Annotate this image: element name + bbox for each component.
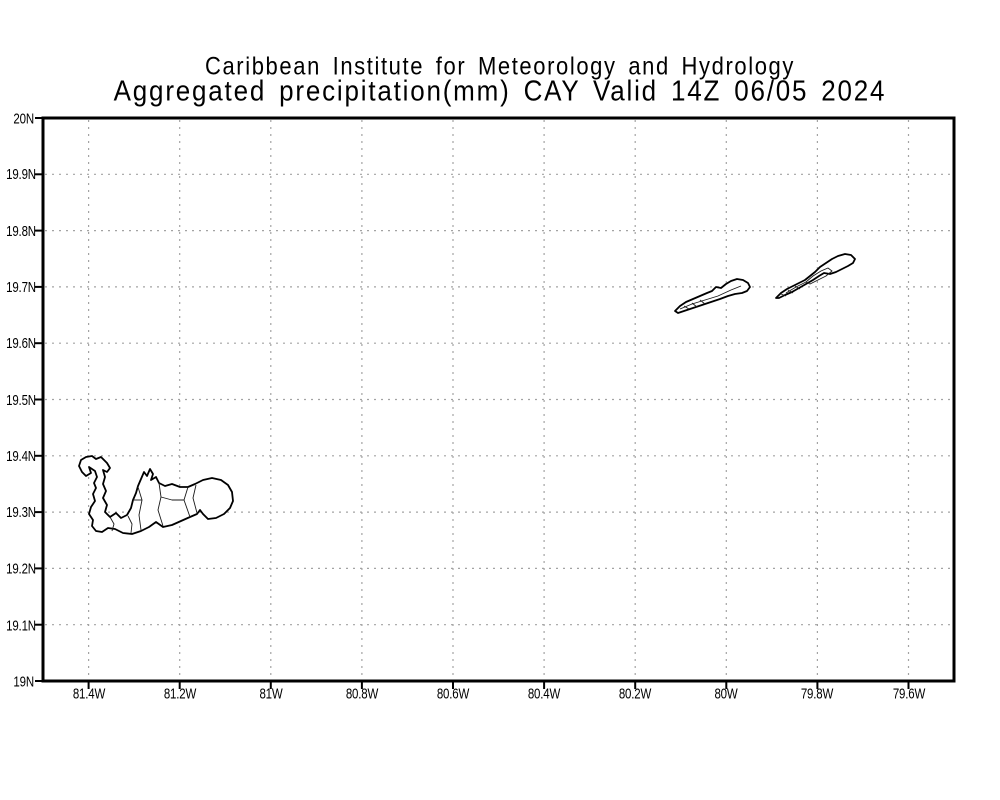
- page-subtitle: Aggregated precipitation(mm) CAY Valid 1…: [113, 74, 887, 107]
- y-tick-label: 19.4N: [6, 447, 36, 465]
- x-tick-label: 81W: [259, 684, 283, 702]
- y-tick-label: 19.9N: [6, 165, 36, 183]
- y-tick-label: 19.3N: [6, 503, 36, 521]
- longitude-gridlines: [87, 120, 910, 680]
- x-tick-label: 81.4W: [72, 684, 106, 702]
- x-tick-label: 80.6W: [436, 684, 470, 702]
- y-tick-label: 20N: [13, 109, 34, 127]
- little-cayman-coastline: [674, 278, 751, 314]
- y-tick-label: 19.1N: [6, 616, 36, 634]
- x-tick-label: 80.4W: [527, 684, 561, 702]
- y-axis-ticks: [35, 117, 43, 682]
- x-tick-label: 79.6W: [892, 684, 926, 702]
- y-tick-label: 19.5N: [6, 391, 36, 409]
- x-tick-label: 80.2W: [618, 684, 652, 702]
- y-tick-label: 19N: [13, 672, 34, 690]
- y-tick-label: 19.6N: [6, 334, 36, 352]
- y-tick-label: 19.7N: [6, 278, 36, 296]
- page-title: Caribbean Institute for Meteorology and …: [204, 52, 795, 80]
- little-cayman-interior-lines: [679, 285, 742, 310]
- x-tick-label: 81.2W: [163, 684, 197, 702]
- x-tick-label: 80.8W: [345, 684, 379, 702]
- y-tick-label: 19.8N: [6, 222, 36, 240]
- x-axis-ticks: [87, 681, 910, 689]
- x-tick-label: 80W: [714, 684, 738, 702]
- cayman-brac-interior-lines: [780, 267, 833, 297]
- grand-cayman-coastline: [78, 455, 234, 535]
- y-tick-label: 19.2N: [6, 559, 36, 577]
- grand-cayman-district-boundaries: [109, 482, 198, 534]
- x-tick-label: 79.8W: [800, 684, 834, 702]
- latitude-gridlines: [45, 173, 953, 626]
